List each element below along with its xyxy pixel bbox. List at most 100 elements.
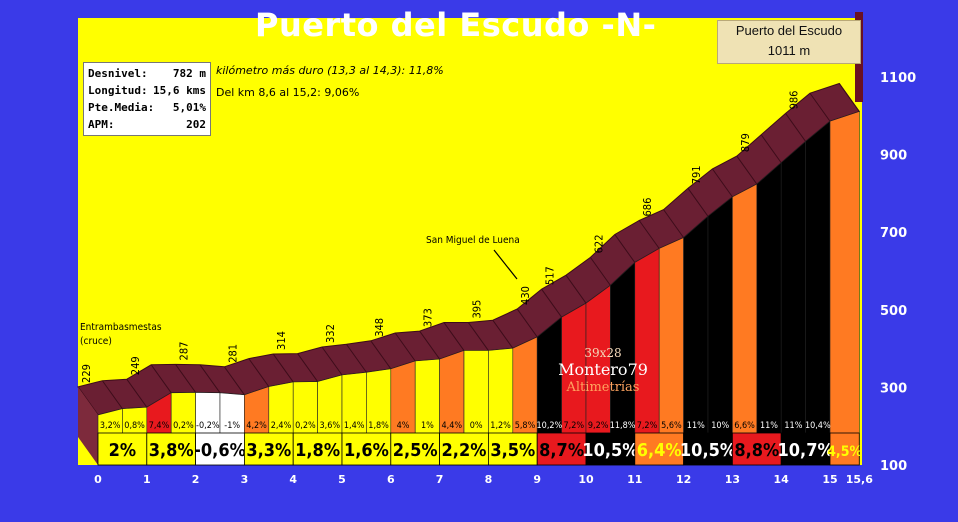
author-size: 39x28 bbox=[584, 346, 622, 360]
profile-band-edge bbox=[101, 380, 123, 410]
stat-label: Pte.Media: bbox=[88, 101, 155, 114]
km-grade-cell bbox=[829, 432, 860, 466]
segment-grade-label: 1,8% bbox=[368, 421, 389, 431]
segment-grade-label: 7,2% bbox=[564, 421, 585, 431]
km-grade-cell bbox=[536, 432, 587, 466]
km-grade-cell bbox=[634, 432, 684, 466]
km-grade-label: 1,6% bbox=[344, 440, 389, 461]
profile-band-edge bbox=[370, 340, 392, 370]
altitude-label: 879 bbox=[739, 133, 752, 152]
segment-grade-label: 1% bbox=[421, 421, 434, 431]
x-tick-label: 13 bbox=[725, 473, 740, 486]
summit-box: Puerto del Escudo 1011 m bbox=[717, 20, 861, 64]
hardest-km-note: kilómetro más duro (13,3 al 14,3): 11,8% bbox=[216, 64, 444, 77]
author-subtitle: Altimetrías bbox=[566, 380, 640, 395]
summit-altitude: 1011 m bbox=[767, 43, 811, 58]
profile-band-edge bbox=[272, 353, 294, 383]
profile-band-edge bbox=[614, 234, 636, 263]
stat-value: 782 m bbox=[172, 67, 206, 80]
x-tick-label: 3 bbox=[241, 473, 249, 486]
profile-band-edge bbox=[321, 346, 343, 376]
profile-band-edge bbox=[638, 220, 660, 249]
profile-band-edge bbox=[443, 322, 465, 351]
profile-band-edge bbox=[838, 83, 860, 112]
profile-band-edge bbox=[419, 330, 441, 360]
segment-grade-label: 4% bbox=[397, 421, 410, 431]
x-tick-label: 5 bbox=[338, 473, 346, 486]
segment-grade-label: -0,2% bbox=[196, 421, 220, 431]
stat-label: Longitud: bbox=[88, 84, 148, 97]
author-watermark: 39x28 Montero79 Altimetrías bbox=[548, 346, 658, 396]
segment-grade-label: 1,4% bbox=[344, 421, 365, 431]
km-grade-label: 3,8% bbox=[149, 440, 194, 461]
stat-value: 202 bbox=[186, 118, 206, 131]
x-tick-label: 0 bbox=[94, 473, 102, 486]
profile-band-edge bbox=[711, 168, 733, 198]
profile-band-edge bbox=[760, 134, 782, 164]
altitude-label: 791 bbox=[690, 165, 703, 184]
km-grade-label: 10,5% bbox=[582, 440, 638, 461]
segment-grade-label: 4,2% bbox=[246, 421, 267, 431]
km-grade-label: -0,6% bbox=[194, 440, 246, 461]
chart-title: Puerto del Escudo -N- bbox=[255, 6, 657, 44]
profile-band-edge bbox=[785, 113, 807, 142]
profile-left-face bbox=[78, 386, 98, 465]
km-grade-cell bbox=[780, 432, 831, 466]
segment-grade-label: 10% bbox=[711, 421, 729, 431]
y-tick-label: 100 bbox=[880, 459, 907, 474]
x-tick-label: 1 bbox=[143, 473, 151, 486]
profile-band-edge bbox=[589, 257, 611, 286]
profile-band-edge bbox=[297, 353, 319, 382]
segment-grade-label: 10,2% bbox=[537, 421, 563, 431]
annotation-leader-line bbox=[493, 249, 518, 280]
altitude-label: 430 bbox=[519, 286, 532, 305]
profile-band-edge bbox=[394, 332, 416, 362]
segment-grade-label: -1% bbox=[224, 421, 240, 431]
segment-grade-label: 3,2% bbox=[100, 421, 121, 431]
segment-grade-label: 0,2% bbox=[173, 421, 194, 431]
segment-grade-label: 2,4% bbox=[271, 421, 292, 431]
km-grade-label: 4,5% bbox=[827, 444, 862, 460]
altitude-label: 229 bbox=[80, 364, 93, 383]
km-grade-label: 8,7% bbox=[539, 440, 584, 461]
segment-grade-label: 0,2% bbox=[295, 421, 316, 431]
segment-grade-label: 0% bbox=[470, 421, 483, 431]
x-tick-label: 14 bbox=[774, 473, 790, 486]
profile-band-edge bbox=[126, 378, 148, 408]
km-grade-label: 3,3% bbox=[246, 440, 291, 461]
x-tick-label: 7 bbox=[436, 473, 444, 486]
y-tick-label: 1100 bbox=[880, 71, 916, 86]
segment-bar bbox=[780, 140, 806, 466]
y-tick-label: 500 bbox=[880, 304, 907, 319]
altitude-label: 622 bbox=[592, 234, 605, 253]
stat-row: Desnivel: 782 m bbox=[88, 65, 206, 82]
x-tick-label: 15,6 bbox=[846, 473, 873, 486]
profile-band-edge bbox=[736, 155, 758, 185]
profile-band-edge bbox=[248, 358, 270, 387]
y-tick-label: 700 bbox=[880, 226, 907, 241]
stats-panel: Desnivel: 782 m Longitud: 15,6 kms Pte.M… bbox=[83, 62, 211, 136]
stat-row: Longitud: 15,6 kms bbox=[88, 82, 206, 99]
km-grade-cell bbox=[487, 432, 538, 466]
x-tick-label: 9 bbox=[533, 473, 541, 486]
stat-value: 15,6 kms bbox=[153, 84, 206, 97]
km-grade-label: 2,5% bbox=[393, 440, 438, 461]
place-annotation: Entrambasmestas bbox=[80, 322, 162, 333]
km-grade-label: 2,2% bbox=[442, 440, 487, 461]
km-grade-label: 1,8% bbox=[295, 440, 340, 461]
segment-grade-label: 5,6% bbox=[661, 421, 682, 431]
segment-grade-label: 1,2% bbox=[490, 421, 511, 431]
steep-stretch-note: Del km 8,6 al 15,2: 9,06% bbox=[216, 86, 360, 99]
segment-grade-label: 10,4% bbox=[805, 421, 831, 431]
place-annotation: (cruce) bbox=[80, 336, 112, 347]
altitude-label: 686 bbox=[641, 198, 654, 217]
segment-grade-label: 4,4% bbox=[442, 421, 463, 431]
segment-grade-label: 11,8% bbox=[610, 421, 636, 431]
segment-grade-label: 11% bbox=[687, 421, 705, 431]
profile-band-edge bbox=[687, 188, 709, 217]
segment-grade-label: 9,2% bbox=[588, 421, 609, 431]
x-tick-label: 15 bbox=[822, 473, 837, 486]
altitude-label: 332 bbox=[324, 324, 337, 343]
profile-band-edge bbox=[467, 322, 489, 351]
